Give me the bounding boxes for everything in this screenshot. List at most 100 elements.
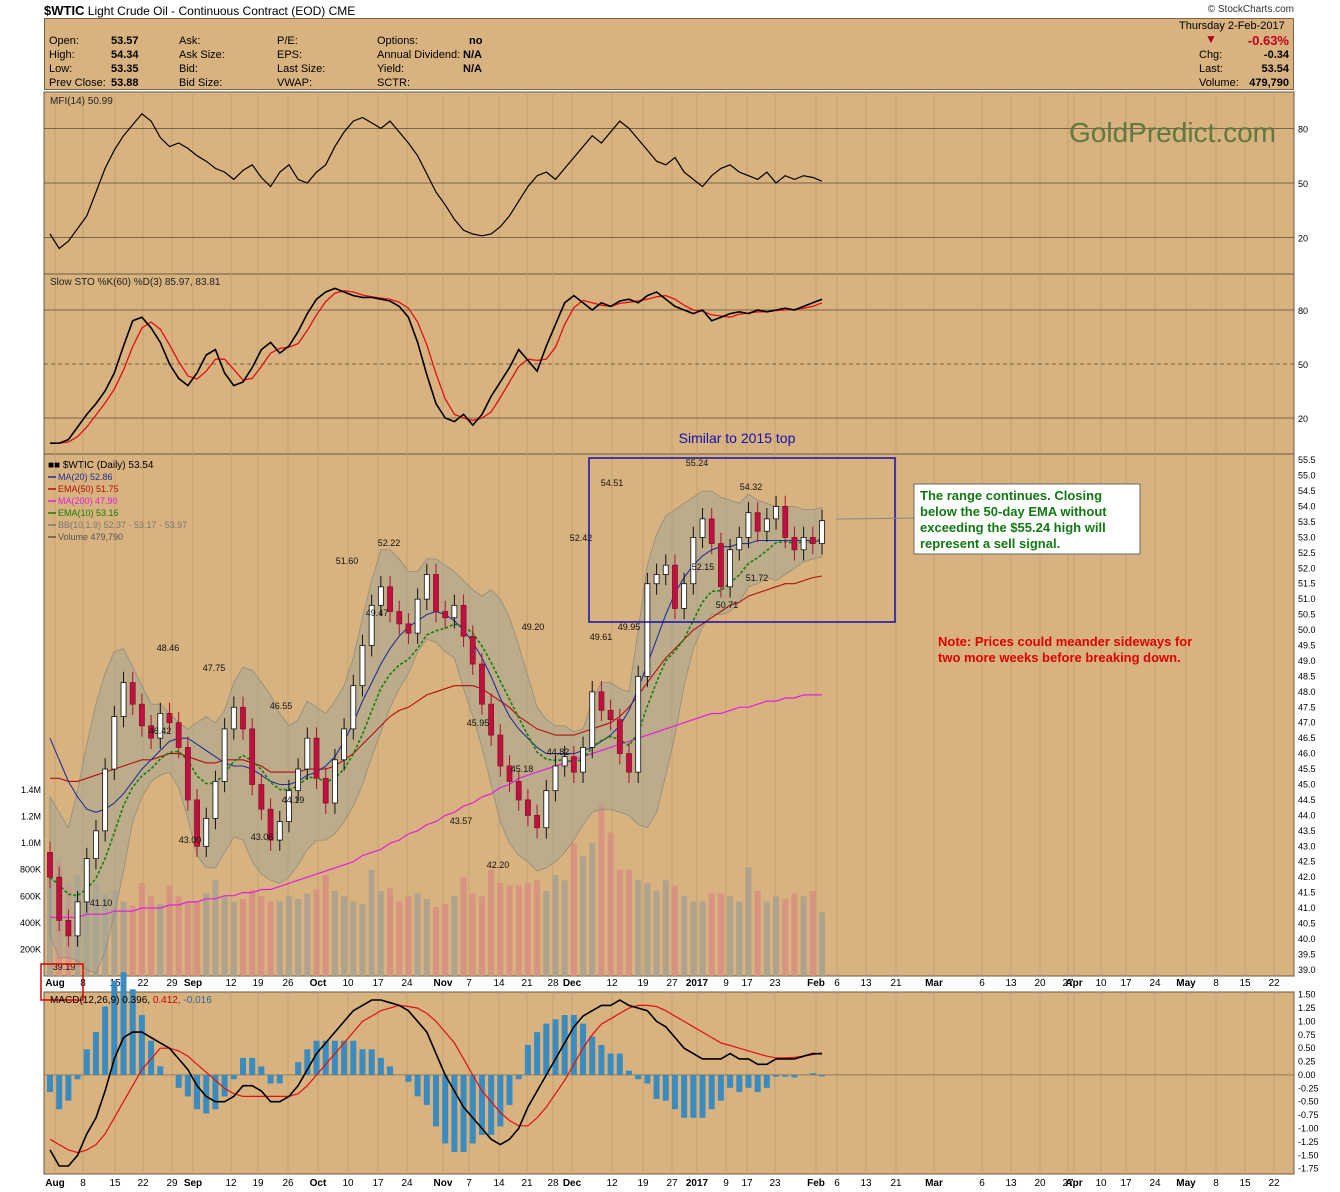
x-axis-label-bottom-28: 13 xyxy=(860,1178,872,1189)
macd-tick-label-10: -1.00 xyxy=(1298,1124,1319,1134)
x-axis-label-top-27: 6 xyxy=(834,978,840,989)
macd-histogram-bar-44 xyxy=(451,1074,458,1153)
macd-histogram-bar-37 xyxy=(387,1066,394,1075)
x-axis-label-top-26: Feb xyxy=(807,978,825,989)
candle-body-66 xyxy=(653,574,660,585)
volume-bar-63 xyxy=(626,869,632,976)
macd-histogram-bar-40 xyxy=(414,1074,421,1097)
volume-bar-38 xyxy=(396,901,403,976)
price-tick-label-26: 52.0 xyxy=(1298,563,1316,573)
callout-line-0: The range continues. Closing xyxy=(920,488,1102,503)
sto-tick-label-1: 50 xyxy=(1298,360,1308,370)
volume-bar-32 xyxy=(341,896,348,976)
price-label-21: 49.95 xyxy=(618,622,641,632)
candle-body-19 xyxy=(221,728,228,782)
volume-bar-47 xyxy=(478,896,485,976)
x-axis-label-top-16: 21 xyxy=(521,978,533,989)
volume-bar-41 xyxy=(423,898,430,976)
macd-histogram-bar-12 xyxy=(157,1066,164,1075)
candle-body-65 xyxy=(644,583,651,677)
candle-body-16 xyxy=(194,799,200,847)
volume-bar-17 xyxy=(203,893,210,976)
candle-body-35 xyxy=(368,604,375,646)
volume-bar-36 xyxy=(377,890,384,976)
x-axis-label-bottom-40: 8 xyxy=(1213,1178,1219,1189)
macd-legend-part-1: 0.396, xyxy=(119,995,150,1006)
mfi-tick-label-2: 80 xyxy=(1298,124,1308,134)
macd-histogram-bar-43 xyxy=(442,1074,449,1144)
volume-bar-40 xyxy=(414,893,421,976)
macd-legend-part-3: -0.016 xyxy=(181,995,213,1006)
volume-bar-73 xyxy=(717,893,724,976)
macd-histogram-bar-54 xyxy=(543,1023,550,1075)
volume-bar-37 xyxy=(387,888,394,976)
x-axis-label-bottom-5: Sep xyxy=(184,1178,202,1189)
callout-box xyxy=(913,483,1141,555)
candle-body-55 xyxy=(552,765,559,792)
macd-histogram-bar-41 xyxy=(423,1074,430,1105)
price-label-22: 55.24 xyxy=(686,458,709,468)
x-axis-label-top-42: 22 xyxy=(1268,978,1280,989)
volume-bar-22 xyxy=(249,889,256,976)
volume-bar-69 xyxy=(681,896,688,976)
macd-tick-label-12: -1.50 xyxy=(1298,1150,1319,1160)
price-label-1: 41.10 xyxy=(90,898,113,908)
volume-bar-20 xyxy=(230,901,237,976)
volume-bar-11 xyxy=(148,896,155,976)
macd-histogram-bar-42 xyxy=(433,1074,439,1127)
quote-value-volume: 479,790 xyxy=(1249,77,1289,89)
quote-label-pe: P/E: xyxy=(277,35,298,47)
volume-bar-23 xyxy=(258,896,265,976)
candle-body-75 xyxy=(736,536,743,551)
candle-body-50 xyxy=(506,765,513,782)
note-text: Note: Prices could meander sideways for t… xyxy=(938,634,1192,665)
x-axis-label-bottom-21: 27 xyxy=(666,1178,678,1189)
price-tick-label-3: 40.5 xyxy=(1298,918,1316,928)
candle-body-28 xyxy=(304,737,311,770)
x-axis-label-top-18: Dec xyxy=(563,978,582,989)
macd-histogram-bar-56 xyxy=(561,1015,568,1075)
quote-value-chg: -0.34 xyxy=(1263,49,1289,61)
x-axis-label-top-0: Aug xyxy=(45,978,64,989)
x-axis-label-top-25: 23 xyxy=(769,978,781,989)
x-axis-label-top-15: 14 xyxy=(493,978,505,989)
volume-bar-72 xyxy=(708,893,715,976)
macd-histogram-bar-78 xyxy=(763,1074,770,1088)
macd-histogram-bar-31 xyxy=(331,1040,338,1075)
price-tick-label-28: 53.0 xyxy=(1298,532,1316,542)
price-legend-item-0: MA(20) 52.86 xyxy=(58,472,113,482)
price-legend-item-1: EMA(50) 51.75 xyxy=(58,484,119,494)
source-credit: © StockCharts.com xyxy=(1207,4,1294,15)
x-axis-label-top-3: 22 xyxy=(137,978,149,989)
candle-body-58 xyxy=(580,747,586,773)
macd-histogram-bar-61 xyxy=(607,1053,614,1075)
macd-histogram-bar-55 xyxy=(552,1019,559,1075)
x-axis-label-bottom-19: 12 xyxy=(606,1178,618,1189)
candle-body-22 xyxy=(249,728,256,785)
macd-histogram-bar-33 xyxy=(350,1040,357,1075)
x-axis-label-bottom-12: 24 xyxy=(401,1178,413,1189)
volume-bar-26 xyxy=(285,896,292,976)
price-label-9: 51.60 xyxy=(336,556,359,566)
x-axis-label-bottom-27: 6 xyxy=(834,1178,840,1189)
volume-bar-15 xyxy=(184,901,191,976)
macd-histogram-bar-53 xyxy=(534,1032,541,1075)
macd-histogram-bar-60 xyxy=(598,1044,605,1075)
candle-body-37 xyxy=(387,586,393,612)
volume-bar-78 xyxy=(763,901,770,976)
x-axis-label-top-30: Mar xyxy=(925,978,943,989)
macd-histogram-bar-4 xyxy=(83,1049,90,1075)
range-box-label: Similar to 2015 top xyxy=(679,430,796,446)
callout-pointer xyxy=(835,517,919,520)
candle-body-15 xyxy=(184,747,191,801)
price-tick-label-27: 52.5 xyxy=(1298,548,1316,558)
macd-tick-label-13: -1.75 xyxy=(1298,1164,1319,1174)
quote-label-last: Last: xyxy=(1199,63,1223,75)
macd-histogram-bar-22 xyxy=(249,1057,256,1075)
callout-line-3: represent a sell signal. xyxy=(920,536,1060,551)
price-label-26: 51.72 xyxy=(746,573,769,583)
macd-histogram-bar-73 xyxy=(717,1074,724,1101)
x-axis-label-top-28: 13 xyxy=(860,978,872,989)
volume-bar-35 xyxy=(368,869,375,976)
macd-histogram-bar-70 xyxy=(690,1074,697,1118)
